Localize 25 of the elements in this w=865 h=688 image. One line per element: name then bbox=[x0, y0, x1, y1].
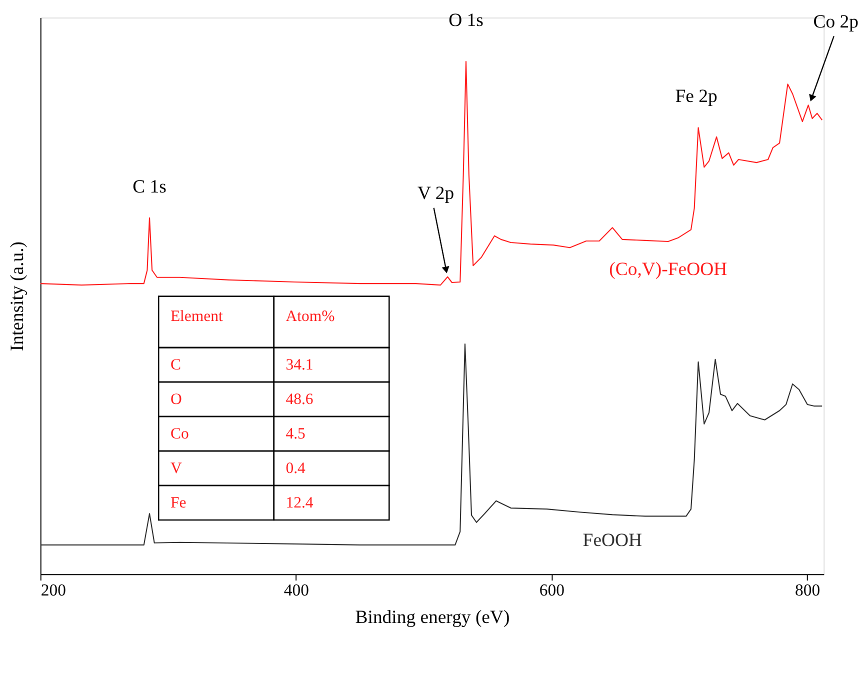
annotation: V 2p bbox=[417, 183, 454, 204]
annotation: Co 2p bbox=[813, 11, 858, 32]
x-axis-title: Binding energy (eV) bbox=[355, 606, 510, 628]
annotation: 12.4 bbox=[286, 494, 314, 512]
annotation: C bbox=[170, 356, 181, 374]
annotation: Co bbox=[170, 426, 189, 443]
annotation: Fe bbox=[170, 494, 186, 512]
x-tick-label: 400 bbox=[284, 580, 309, 600]
x-tick-label: 200 bbox=[40, 580, 66, 600]
series-label: FeOOH bbox=[582, 530, 642, 552]
annotation: O 1s bbox=[448, 10, 484, 32]
annotation: 48.6 bbox=[286, 391, 314, 408]
annotation: 34.1 bbox=[286, 356, 314, 374]
x-tick-label: 800 bbox=[794, 580, 820, 600]
annotation: Element bbox=[170, 308, 224, 325]
annotation: V bbox=[170, 460, 182, 478]
annotation: 4.5 bbox=[286, 426, 306, 443]
annotation: Atom% bbox=[286, 308, 335, 325]
annotation: C 1s bbox=[132, 176, 166, 198]
series-label: (Co,V)-FeOOH bbox=[609, 258, 728, 280]
annotation: O bbox=[170, 391, 182, 408]
annotation: 0.4 bbox=[286, 460, 306, 478]
x-tick-label: 600 bbox=[539, 580, 565, 600]
y-axis-title: Intensity (a.u.) bbox=[7, 242, 28, 352]
annotation: Fe 2p bbox=[675, 86, 718, 108]
